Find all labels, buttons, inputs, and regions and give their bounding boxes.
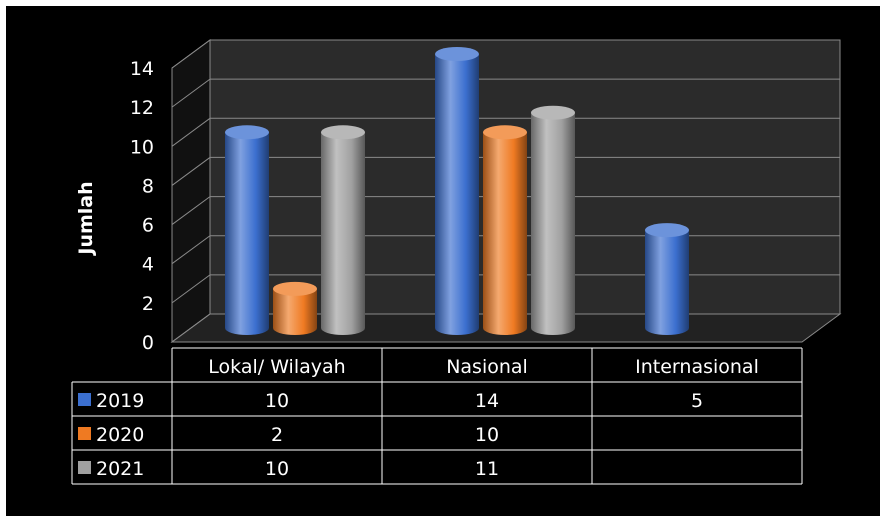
gridline [171,235,840,265]
bar-body [273,288,317,335]
legend-series-name: 2021 [96,458,144,480]
bar [273,281,317,335]
bar [483,125,527,335]
y-tick-label: 0 [142,332,154,354]
bar [531,105,575,335]
legend-series-name: 2020 [96,424,144,446]
y-axis-label: Jumlah [75,181,97,256]
gridline [171,156,840,186]
bar-top [321,125,365,140]
bar-body [435,54,479,335]
bar-top [483,125,527,140]
y-tick-label: 2 [142,293,154,315]
bar-body [225,132,269,335]
table-value: 5 [691,390,703,412]
bar-body [531,112,575,335]
data-table: Lokal/ Wilayah Nasional Internasional 2019 1… [71,347,803,485]
table-value: 14 [475,390,499,412]
y-tick-label: 14 [130,58,154,80]
bar [645,223,689,335]
y-tick-label: 12 [130,97,154,119]
gridline [171,196,840,225]
bar-body [645,230,689,335]
y-tick-label: 4 [142,254,154,276]
bar-top [273,281,317,296]
table-value: 10 [265,390,289,412]
side-wall [171,39,211,343]
table-value: 2 [271,424,283,446]
y-axis-ticks: 0 2 4 6 8 10 12 14 [130,58,154,354]
legend-series-name: 2019 [96,390,144,412]
chart-area: 0 2 4 6 8 10 12 14 Lokal/ Wilayah Nasional Intern… [6,6,880,516]
bar-body [321,132,365,335]
legend-swatch [78,461,91,474]
bar [321,125,365,335]
x-category-label: Lokal/ Wilayah [208,356,345,378]
bar-top [225,125,269,140]
legend-swatch [78,393,91,406]
y-tick-label: 10 [130,136,154,158]
bar-body [483,132,527,335]
gridline [171,274,840,304]
x-category-label: Nasional [446,356,528,378]
y-tick-label: 6 [142,215,154,237]
bars [225,47,689,335]
gridline [171,117,840,147]
gridline [171,78,840,108]
legend-swatch [78,427,91,440]
y-tick-label: 8 [142,175,154,197]
bar-top [645,223,689,238]
bar-top [435,47,479,61]
table-value: 10 [475,424,499,446]
gridlines [171,39,840,343]
bar [435,47,479,335]
chart-svg: 0 2 4 6 8 10 12 14 Lokal/ Wilayah Nasional Intern… [71,39,842,485]
bar [225,125,269,335]
table-value: 11 [475,458,499,480]
x-category-label: Internasional [635,356,759,378]
table-value: 10 [265,458,289,480]
gridline [171,313,840,343]
gridline [171,39,840,69]
bar-top [531,105,575,120]
